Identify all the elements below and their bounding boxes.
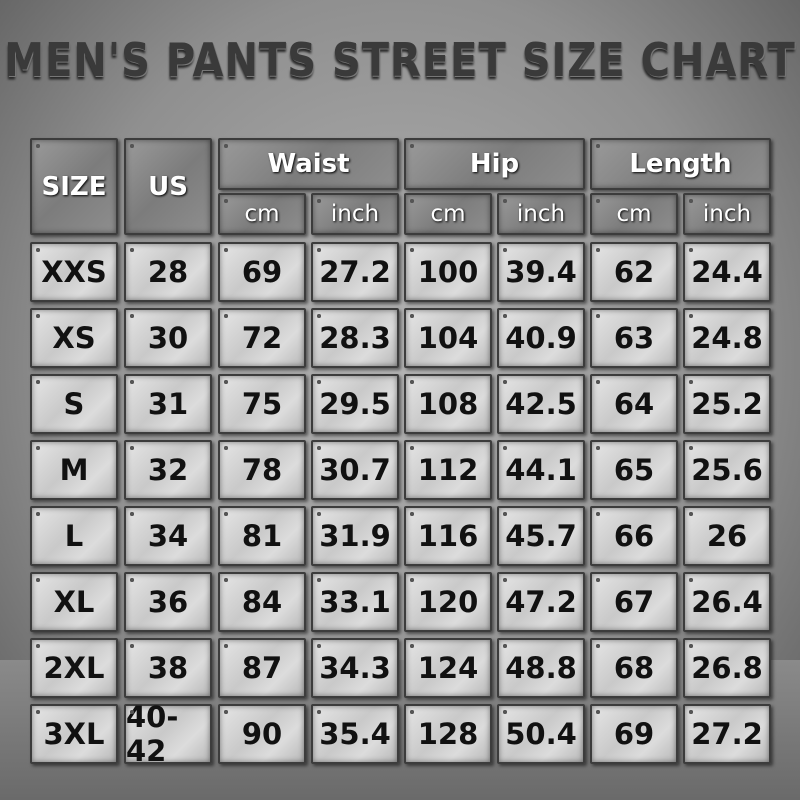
table-cell: 40-42 <box>124 700 212 768</box>
table-cell: 26.8 <box>683 638 771 698</box>
header-us: US <box>124 138 212 235</box>
table-cell: 42.5 <box>497 374 585 434</box>
table-cell: 26 <box>683 506 771 566</box>
table-cell: 35.4 <box>311 704 399 764</box>
chart-title: MEN'S PANTS STREET SIZE CHART <box>4 34 796 88</box>
table-cell: 120 <box>404 572 492 632</box>
table-cell: 47.2 <box>497 572 585 632</box>
table-cell: 50.4 <box>497 704 585 764</box>
table-cell: 72 <box>218 308 306 368</box>
table-cell: 24.4 <box>683 242 771 302</box>
table-cell: 67 <box>590 572 678 632</box>
table-cell: 25.2 <box>683 374 771 434</box>
table-cell: 84 <box>218 572 306 632</box>
table-cell: 34.3 <box>311 638 399 698</box>
table-cell: 104 <box>404 308 492 368</box>
table-cell: 112 <box>404 440 492 500</box>
table-cell: 39.4 <box>497 242 585 302</box>
header-unit-cm: cm <box>218 193 306 235</box>
table-cell: 65 <box>590 440 678 500</box>
floor-background <box>0 660 800 800</box>
table-cell: 28 <box>124 242 212 302</box>
table-cell: 29.5 <box>311 374 399 434</box>
table-cell: S <box>30 374 118 434</box>
table-cell: 87 <box>218 638 306 698</box>
table-cell: XS <box>30 308 118 368</box>
table-cell: 31 <box>124 374 212 434</box>
table-cell: 90 <box>218 704 306 764</box>
table-cell: 81 <box>218 506 306 566</box>
table-cell: 31.9 <box>311 506 399 566</box>
table-cell: 62 <box>590 242 678 302</box>
table-cell: 36 <box>124 572 212 632</box>
header-unit-cm: cm <box>404 193 492 235</box>
table-cell: 116 <box>404 506 492 566</box>
table-cell: 28.3 <box>311 308 399 368</box>
table-cell: 78 <box>218 440 306 500</box>
table-cell: 75 <box>218 374 306 434</box>
table-cell: 38 <box>124 638 212 698</box>
table-cell: 2XL <box>30 638 118 698</box>
table-cell: 45.7 <box>497 506 585 566</box>
table-cell: 33.1 <box>311 572 399 632</box>
header-unit-inch: inch <box>311 193 399 235</box>
table-cell: 128 <box>404 704 492 764</box>
table-cell: 32 <box>124 440 212 500</box>
table-cell: 27.2 <box>311 242 399 302</box>
table-cell: XXS <box>30 242 118 302</box>
table-cell: 26.4 <box>683 572 771 632</box>
header-unit-inch: inch <box>497 193 585 235</box>
table-cell: 100 <box>404 242 492 302</box>
table-cell: 69 <box>218 242 306 302</box>
table-cell: 27.2 <box>683 704 771 764</box>
table-cell: 3XL <box>30 704 118 764</box>
header-unit-inch: inch <box>683 193 771 235</box>
header-hip: Hip <box>404 138 585 190</box>
table-cell: 124 <box>404 638 492 698</box>
header-unit-cm: cm <box>590 193 678 235</box>
table-cell: 30 <box>124 308 212 368</box>
table-cell: 64 <box>590 374 678 434</box>
table-cell: 40.9 <box>497 308 585 368</box>
table-cell: XL <box>30 572 118 632</box>
header-size: SIZE <box>30 138 118 235</box>
table-cell: 44.1 <box>497 440 585 500</box>
table-cell: M <box>30 440 118 500</box>
table-cell: 66 <box>590 506 678 566</box>
table-cell: 34 <box>124 506 212 566</box>
header-length: Length <box>590 138 771 190</box>
table-cell: 69 <box>590 704 678 764</box>
table-cell: 68 <box>590 638 678 698</box>
table-cell: 24.8 <box>683 308 771 368</box>
table-cell: 25.6 <box>683 440 771 500</box>
header-waist: Waist <box>218 138 399 190</box>
table-cell: 108 <box>404 374 492 434</box>
table-cell: 63 <box>590 308 678 368</box>
table-cell: 30.7 <box>311 440 399 500</box>
table-cell: L <box>30 506 118 566</box>
table-cell: 48.8 <box>497 638 585 698</box>
